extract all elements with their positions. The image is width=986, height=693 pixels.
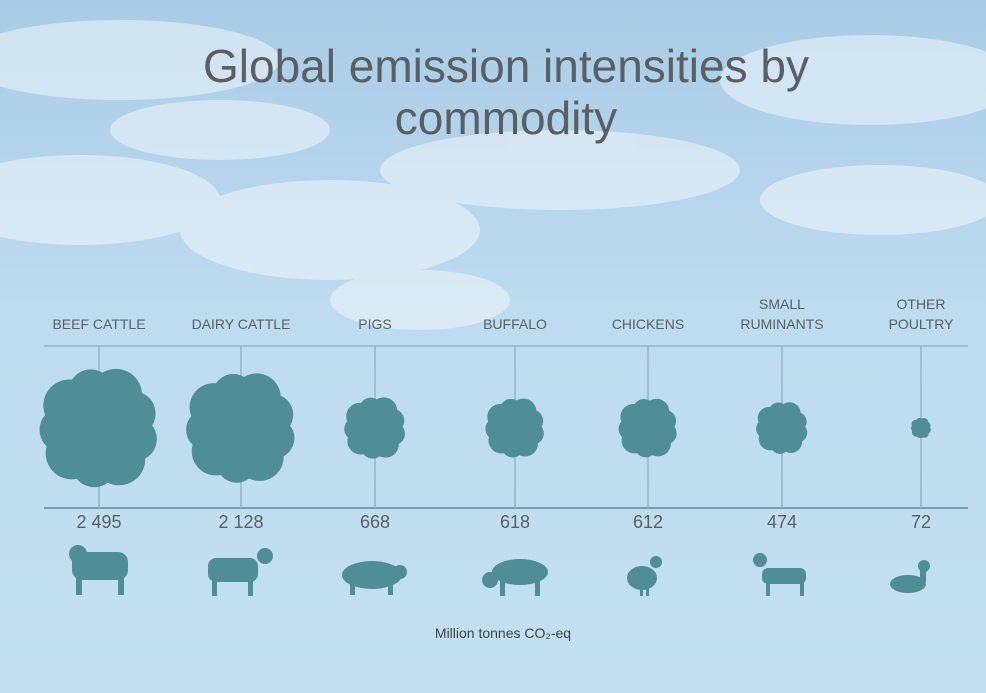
sky-clouds: [0, 20, 986, 330]
category-label: BEEF CATTLE: [52, 316, 146, 332]
duck-icon: [890, 560, 930, 593]
category-label: SMALL RUMINANTS: [740, 296, 824, 332]
category-label: CHICKENS: [611, 316, 685, 332]
value-label: 618: [499, 512, 531, 532]
chart-title: Global emission intensities by commodity: [203, 40, 809, 144]
emission-cloud: [186, 373, 295, 483]
value-label: 668: [359, 512, 391, 532]
emission-cloud: [485, 398, 544, 458]
category-label: BUFFALO: [483, 316, 547, 332]
value-label: 612: [632, 512, 664, 532]
value-label: 72: [910, 512, 932, 532]
value-label: 2 495: [76, 512, 122, 532]
goat-icon: [753, 553, 806, 596]
category-label: PIGS: [358, 316, 392, 332]
dairy-cow-icon: [208, 548, 273, 596]
unit-label: Million tonnes CO₂-eq: [434, 625, 572, 641]
emission-cloud: [39, 368, 157, 488]
cow-icon: [69, 545, 128, 595]
value-label: 474: [766, 512, 798, 532]
emission-cloud: [344, 397, 405, 459]
buffalo-icon: [482, 559, 548, 596]
category-label: DAIRY CATTLE: [191, 316, 291, 332]
emission-cloud: [756, 402, 808, 454]
value-label: 2 128: [218, 512, 264, 532]
category-label: OTHER POULTRY: [888, 296, 954, 332]
pig-icon: [342, 561, 407, 595]
emission-cloud: [910, 417, 931, 439]
emission-cloud: [618, 398, 677, 458]
animal-icons: [69, 545, 930, 596]
chicken-icon: [627, 556, 662, 596]
